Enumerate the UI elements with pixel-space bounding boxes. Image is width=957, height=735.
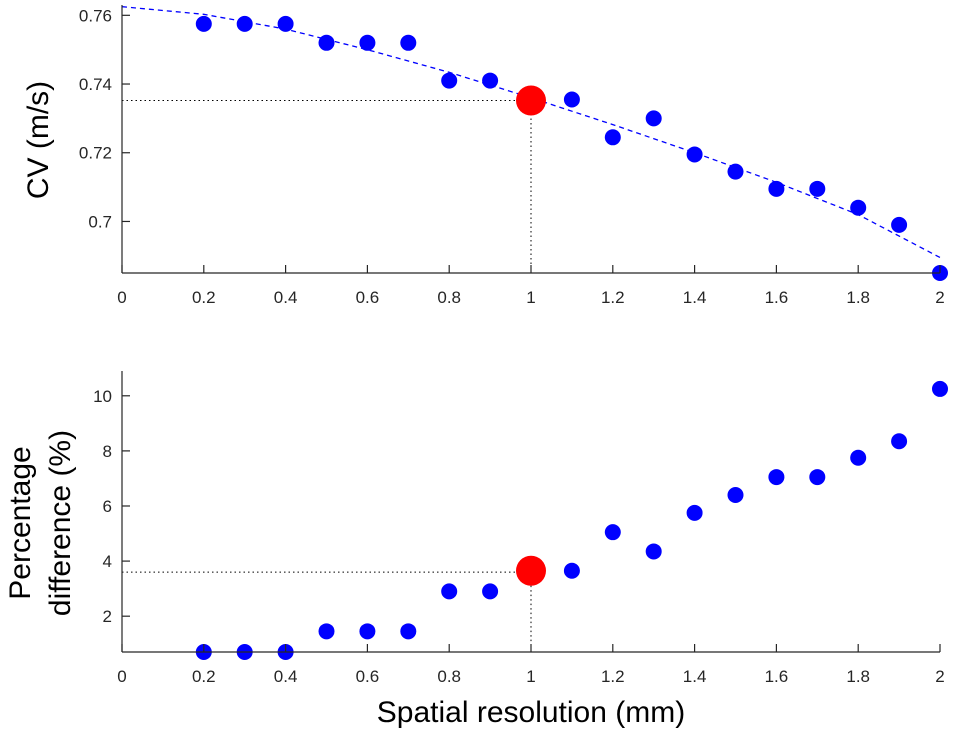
cv-data-point	[400, 34, 417, 51]
pct-x-tick-label: 1.8	[846, 667, 870, 686]
pct-data-point	[932, 380, 948, 397]
percentage-difference-panel: 0 0.2 0.4 0.6 0.8 1 1.2 1.4 1.6 1.8 2 2 4 6 8 10 Percen…	[4, 371, 948, 729]
pct-x-tick-label: 2	[935, 667, 944, 686]
percentage-y-axis-title-line2: difference (%)	[44, 430, 77, 616]
cv-data-point	[809, 180, 826, 197]
pct-y-tick-label: 6	[103, 497, 112, 516]
cv-data-point	[236, 15, 253, 32]
pct-x-tick-label: 0.8	[437, 667, 461, 686]
cv-x-tick-label: 0.4	[274, 288, 298, 307]
cv-data-point	[891, 216, 908, 233]
cv-y-tick-label: 0.72	[79, 144, 112, 163]
cv-data-point	[195, 15, 212, 32]
cv-x-tick-label: 0.8	[437, 288, 461, 307]
cv-x-tick-label: 2	[935, 288, 944, 307]
cv-data-point	[604, 129, 621, 146]
pct-x-tick-label: 1.4	[683, 667, 707, 686]
pct-data-point	[686, 504, 703, 521]
cv-reference-point	[516, 85, 546, 116]
pct-reference-point	[516, 555, 546, 586]
cv-data-point	[645, 110, 662, 127]
pct-x-tick-label: 1.2	[601, 667, 625, 686]
cv-x-tick-label: 0	[117, 288, 126, 307]
percentage-y-axis-title-line1: Percentage	[4, 446, 37, 599]
pct-x-tick-label: 0.2	[192, 667, 216, 686]
cv-x-tick-label: 0.6	[356, 288, 380, 307]
cv-axes: 0 0.2 0.4 0.6 0.8 1 1.2 1.4 1.6 1.8 2 0.7 0.72 0.74 0.…	[79, 5, 945, 307]
pct-data-point	[441, 583, 458, 600]
cv-x-tick-label: 1.2	[601, 288, 625, 307]
pct-x-tick-label: 0.6	[356, 667, 380, 686]
pct-y-tick-label: 4	[103, 552, 112, 571]
cv-data-point	[482, 72, 499, 89]
pct-data-point	[645, 543, 662, 560]
cv-data-point	[359, 34, 376, 51]
cv-fit-curve	[121, 6, 941, 259]
cv-y-tick-label: 0.74	[79, 75, 112, 94]
cv-x-tick-label: 1	[526, 288, 535, 307]
cv-y-tick-label: 0.7	[88, 212, 112, 231]
pct-x-tick-label: 1	[526, 667, 535, 686]
cv-x-tick-label: 1.4	[683, 288, 707, 307]
cv-data-point	[277, 15, 294, 32]
pct-y-tick-label: 8	[103, 442, 112, 461]
pct-data-point	[482, 583, 499, 600]
pct-y-tick-label: 10	[93, 387, 112, 406]
cv-data-point	[563, 91, 580, 108]
pct-data-point	[809, 469, 826, 486]
pct-data-point	[850, 449, 867, 466]
cv-y-tick-label: 0.76	[79, 6, 112, 25]
pct-data-point	[604, 524, 621, 541]
x-axis-title: Spatial resolution (mm)	[377, 696, 685, 729]
pct-x-tick-label: 0.4	[274, 667, 298, 686]
cv-x-tick-label: 0.2	[192, 288, 216, 307]
cv-data-point	[727, 163, 744, 180]
cv-data-point	[318, 34, 335, 51]
pct-x-tick-label: 0	[117, 667, 126, 686]
cv-data-point	[441, 72, 458, 89]
pct-data-point	[768, 469, 785, 486]
pct-data-point	[359, 623, 376, 640]
cv-data-point	[768, 180, 785, 197]
pct-y-tick-label: 2	[103, 607, 112, 626]
cv-data-point	[850, 199, 867, 216]
pct-data-point	[563, 562, 580, 579]
pct-data-point	[400, 623, 417, 640]
cv-x-tick-label: 1.8	[846, 288, 870, 307]
pct-data-point	[727, 486, 744, 503]
percentage-data-marks	[122, 380, 948, 660]
pct-data-point	[891, 433, 908, 450]
cv-y-axis-title: CV (m/s)	[22, 81, 55, 199]
pct-data-point	[318, 623, 335, 640]
cv-panel: 0 0.2 0.4 0.6 0.8 1 1.2 1.4 1.6 1.8 2 0.7 0.72 0.74 0.…	[22, 5, 948, 307]
cv-data-point	[686, 146, 703, 163]
cv-x-tick-label: 1.6	[765, 288, 789, 307]
pct-x-tick-label: 1.6	[765, 667, 789, 686]
percentage-axes: 0 0.2 0.4 0.6 0.8 1 1.2 1.4 1.6 1.8 2 2 4 6 8 10	[93, 371, 945, 686]
cv-data-marks	[121, 6, 948, 281]
